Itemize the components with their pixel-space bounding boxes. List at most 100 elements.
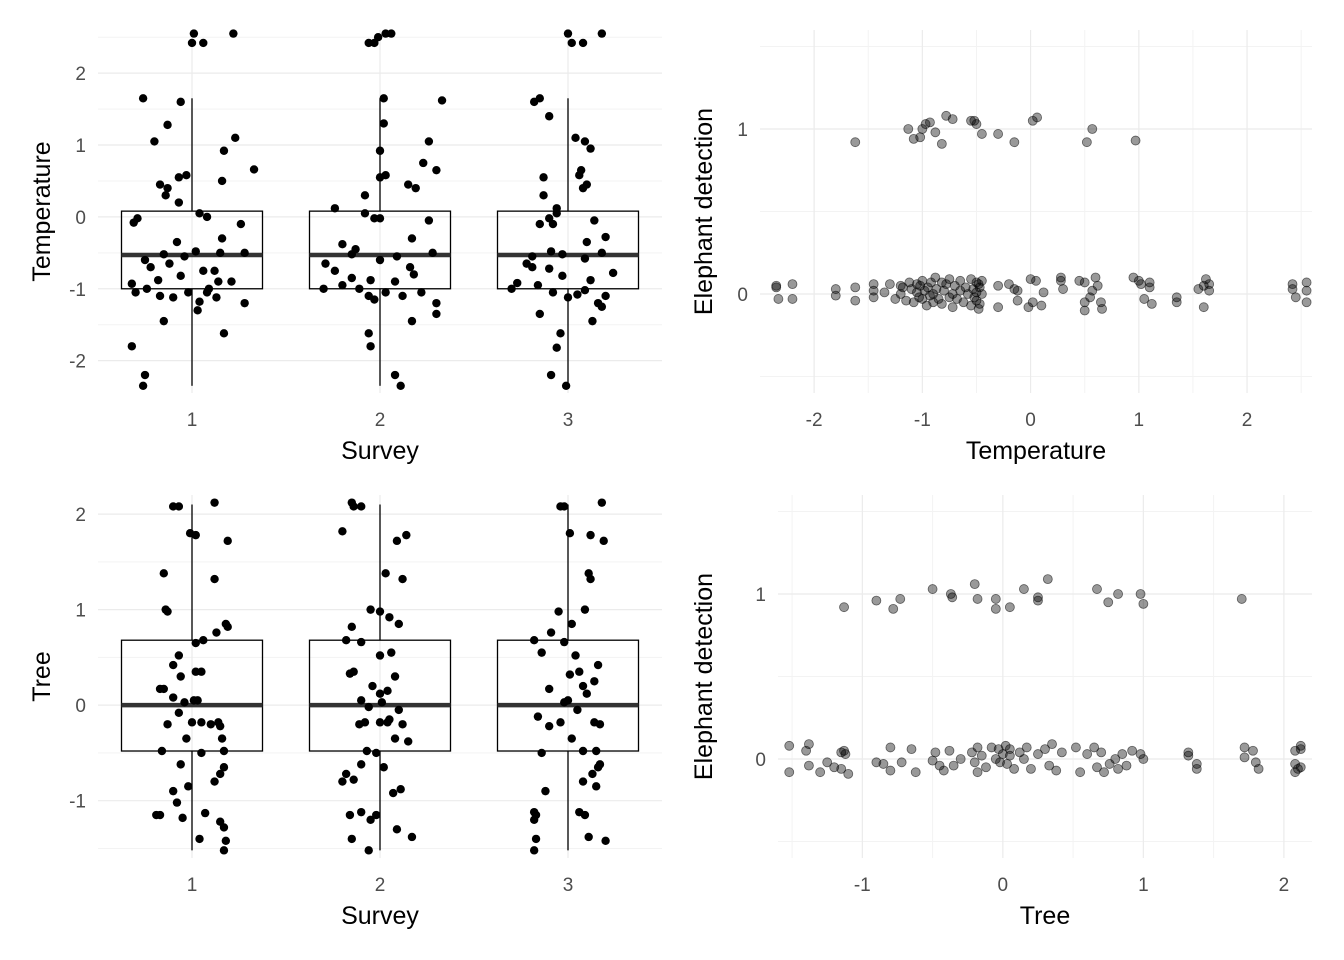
data-point (360, 209, 370, 218)
data-point (1089, 742, 1100, 753)
data-point (390, 370, 400, 380)
data-point (417, 288, 426, 297)
x-tick-label: 3 (563, 410, 574, 431)
data-point (191, 638, 200, 648)
data-point (159, 684, 168, 694)
data-point (560, 698, 569, 707)
data-point (405, 263, 415, 272)
data-point (578, 681, 588, 691)
data-point (379, 763, 388, 772)
data-point (394, 705, 403, 715)
data-point (597, 248, 607, 258)
data-point (219, 329, 229, 338)
data-point (1021, 742, 1032, 753)
data-point (976, 129, 987, 139)
data-point (787, 279, 798, 290)
box-iqr (496, 210, 640, 290)
box-iqr (120, 639, 264, 752)
data-point (155, 810, 165, 820)
data-point (182, 171, 191, 180)
data-point (366, 605, 375, 614)
data-point (217, 176, 227, 186)
data-point (216, 721, 225, 731)
data-point (546, 247, 556, 256)
data-point (217, 234, 227, 243)
data-point (357, 637, 366, 647)
box-iqr (120, 210, 264, 290)
data-point (546, 628, 556, 637)
data-point (240, 248, 249, 258)
x-tick-label: 1 (1138, 875, 1149, 896)
data-point (914, 292, 925, 303)
data-point (1138, 599, 1149, 609)
data-point (199, 38, 208, 48)
data-point (372, 810, 381, 820)
data-point (1295, 740, 1306, 751)
y-tick-label: 0 (75, 208, 86, 229)
data-point (565, 670, 575, 679)
data-point (174, 502, 184, 511)
data-point (548, 288, 558, 297)
data-point (558, 250, 567, 259)
data-point (884, 279, 895, 290)
data-point (936, 298, 947, 309)
data-point (590, 216, 599, 225)
data-point (1144, 277, 1155, 288)
data-point (1079, 305, 1090, 316)
data-point (338, 527, 347, 536)
data-point (217, 734, 227, 743)
data-point (409, 270, 419, 279)
data-point (839, 602, 849, 613)
y-tick-label: 0 (737, 285, 748, 306)
data-point (357, 502, 366, 511)
data-point (582, 237, 591, 247)
data-point (347, 622, 356, 632)
data-point (381, 569, 390, 578)
data-point (184, 782, 193, 791)
data-point (971, 119, 982, 129)
data-point (1191, 764, 1202, 774)
data-point (347, 250, 356, 259)
data-point (407, 316, 417, 326)
data-point (967, 747, 977, 758)
data-point (1110, 754, 1121, 764)
data-point (1092, 584, 1102, 594)
data-point (419, 158, 428, 168)
data-point (212, 293, 221, 302)
box-iqr (496, 639, 640, 752)
data-point (1290, 767, 1301, 778)
data-point (993, 280, 1004, 291)
data-point (1103, 597, 1114, 608)
data-point (582, 689, 591, 698)
data-point (375, 718, 385, 727)
data-point (1031, 275, 1041, 286)
x-axis-title: Temperature (966, 437, 1106, 465)
data-point (172, 237, 182, 247)
data-point (392, 825, 402, 834)
data-point (1092, 762, 1102, 773)
data-point (578, 746, 588, 756)
data-point (947, 592, 958, 603)
data-point (528, 263, 537, 272)
data-point (1058, 284, 1068, 294)
data-point (537, 648, 546, 657)
data-point (355, 720, 364, 729)
data-point (1044, 760, 1055, 771)
data-point (1009, 764, 1019, 774)
data-point (836, 764, 847, 774)
data-point (176, 97, 185, 107)
data-point (885, 742, 896, 753)
data-point (189, 29, 199, 38)
data-point (1198, 302, 1209, 313)
data-point (200, 808, 210, 818)
data-point (597, 302, 607, 311)
data-point (357, 760, 366, 769)
data-point (364, 329, 373, 338)
data-point (529, 815, 539, 824)
data-point (347, 273, 356, 283)
data-point (379, 119, 388, 128)
data-point (1113, 764, 1123, 774)
data-point (1301, 297, 1312, 308)
data-point (895, 594, 906, 604)
data-point (195, 834, 204, 844)
